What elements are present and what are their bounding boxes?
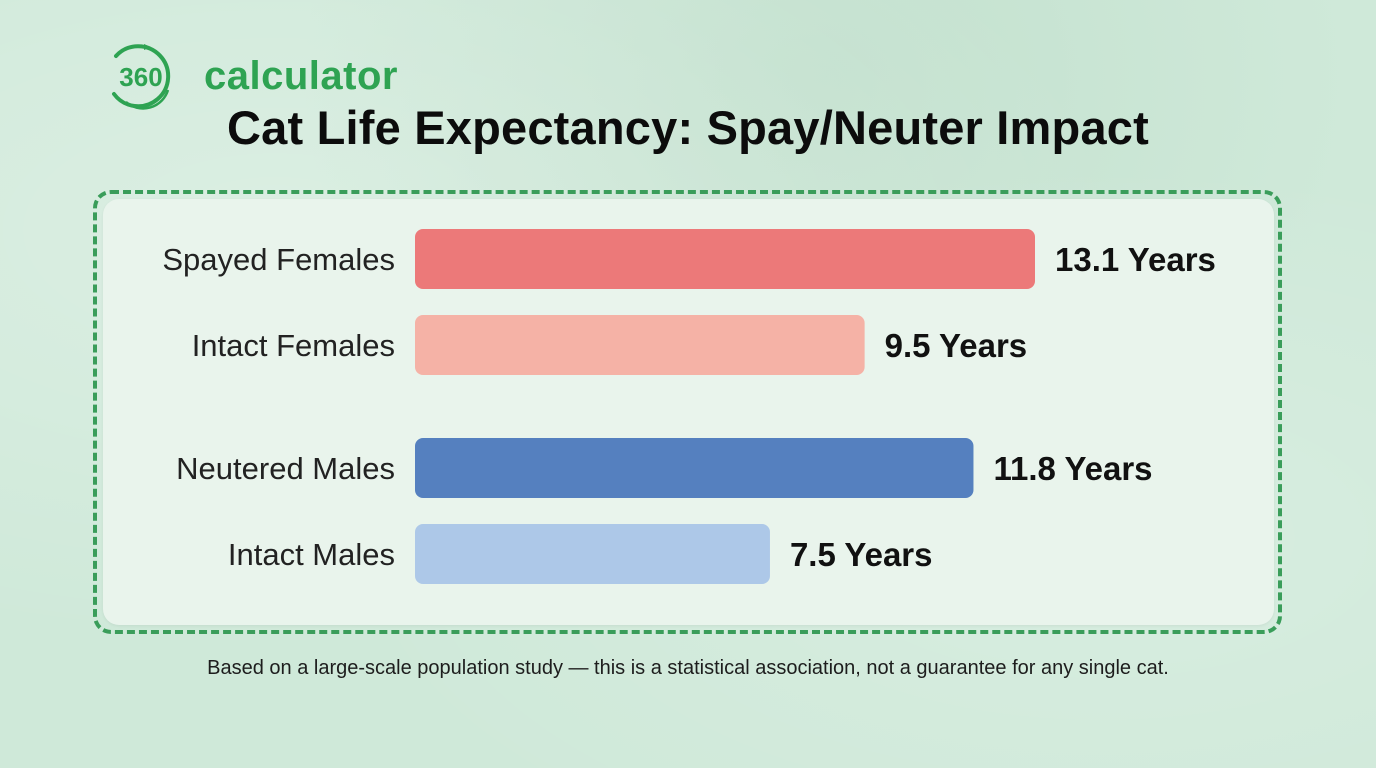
dashed-frame — [93, 190, 1282, 634]
calculator-360-logo-icon: 360 — [112, 44, 171, 110]
value-label: 9.5 Years — [885, 327, 1028, 364]
category-label: Intact Females — [192, 328, 395, 363]
category-label: Neutered Males — [176, 451, 395, 486]
brand-logo: 360 calculator — [104, 40, 398, 112]
bar — [415, 524, 770, 584]
value-label: 7.5 Years — [790, 536, 933, 573]
logo-number: 360 — [119, 62, 162, 92]
category-label: Intact Males — [228, 537, 395, 572]
bar — [415, 229, 1035, 289]
footnote: Based on a large-scale population study … — [207, 657, 1169, 679]
bar — [415, 315, 865, 375]
value-label: 13.1 Years — [1055, 241, 1216, 278]
chart-title: Cat Life Expectancy: Spay/Neuter Impact — [227, 101, 1149, 154]
brand-name: calculator — [204, 53, 398, 98]
value-label: 11.8 Years — [993, 450, 1152, 487]
category-label: Spayed Females — [162, 242, 395, 277]
bar — [415, 438, 974, 498]
